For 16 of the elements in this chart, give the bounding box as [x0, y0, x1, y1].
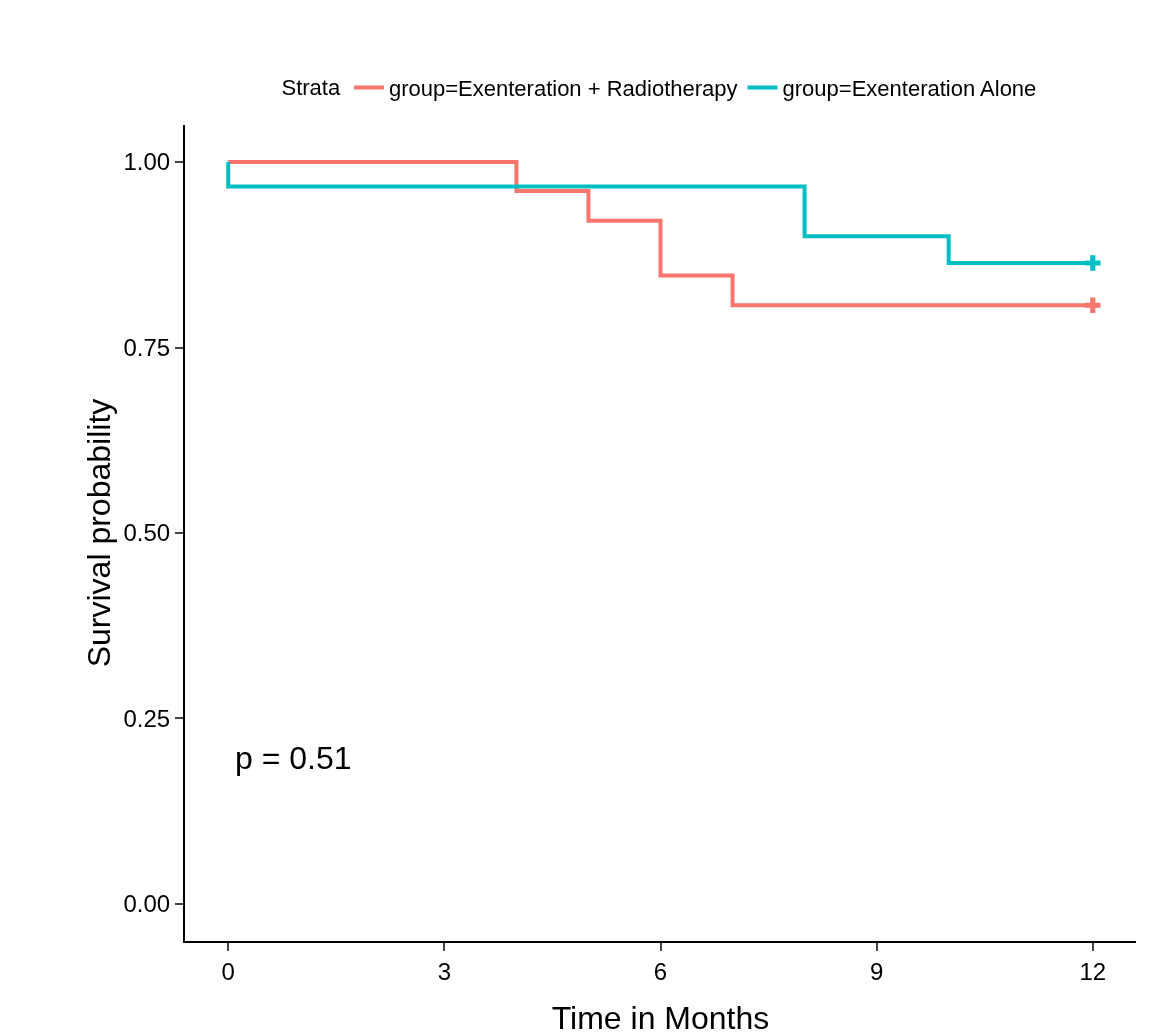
legend-label: group=Exenteration Alone: [782, 76, 1037, 102]
y-tick-label: 0.75: [123, 333, 171, 361]
x-tick-label: 9: [869, 957, 884, 985]
x-tick-label: 3: [437, 957, 452, 985]
y-axis-title: Survival probability: [81, 398, 117, 668]
x-tick-label: 0: [221, 957, 235, 985]
legend-label: group=Exenteration + Radiotherapy: [388, 76, 738, 102]
x-tick-label: 12: [1079, 957, 1107, 985]
x-axis-title: Time in Months: [551, 1000, 770, 1036]
y-tick-label: 1.00: [123, 148, 171, 176]
annotation: p = 0.51: [235, 740, 352, 776]
y-tick-label: 0.25: [123, 704, 171, 732]
y-tick-label: 0.00: [123, 890, 171, 918]
x-tick-label: 6: [653, 957, 668, 985]
y-tick-label: 0.50: [123, 519, 171, 547]
legend-title: Strata: [281, 75, 341, 101]
